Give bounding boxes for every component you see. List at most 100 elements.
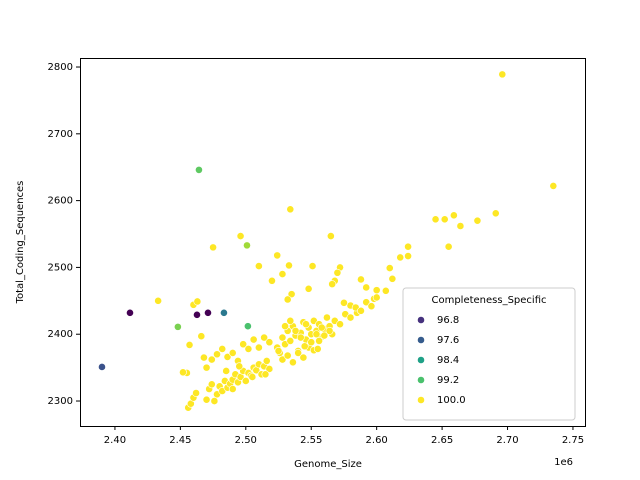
- point: [202, 395, 211, 404]
- point: [207, 380, 216, 389]
- point: [296, 333, 305, 342]
- point: [388, 274, 397, 283]
- point: [287, 290, 296, 299]
- point: [195, 165, 203, 174]
- point: [273, 251, 282, 260]
- legend-marker: [417, 316, 425, 324]
- point: [286, 336, 295, 345]
- point: [241, 377, 250, 385]
- point: [254, 262, 263, 270]
- point: [312, 330, 321, 339]
- point: [313, 345, 322, 353]
- x-tick-label: 2.50: [235, 435, 257, 446]
- point: [449, 211, 458, 220]
- point: [299, 353, 308, 362]
- point: [222, 367, 231, 375]
- point: [220, 308, 228, 317]
- point: [210, 397, 219, 405]
- point: [207, 355, 216, 364]
- point: [254, 343, 263, 352]
- point: [326, 232, 335, 240]
- point: [185, 341, 194, 349]
- y-tick-label: 2300: [48, 396, 73, 407]
- point: [549, 182, 558, 190]
- point: [126, 308, 134, 317]
- legend-label: 100.0: [437, 395, 466, 406]
- x-tick-label: 2.60: [366, 435, 388, 446]
- legend-marker: [417, 396, 425, 404]
- legend-label: 99.2: [437, 375, 459, 386]
- x-tick-label: 2.40: [104, 435, 126, 446]
- point: [202, 363, 211, 372]
- point: [260, 333, 269, 342]
- point: [218, 345, 227, 353]
- point: [223, 353, 232, 361]
- point: [404, 242, 412, 251]
- point: [243, 241, 251, 250]
- point: [278, 355, 287, 364]
- point: [431, 215, 440, 224]
- point: [197, 332, 206, 341]
- point: [268, 276, 276, 285]
- legend-label: 96.8: [437, 315, 459, 326]
- point: [283, 351, 292, 360]
- point: [340, 298, 348, 307]
- point: [213, 350, 221, 359]
- plot-frame: [80, 58, 586, 427]
- point: [278, 270, 287, 278]
- point: [204, 308, 212, 317]
- point: [243, 322, 252, 331]
- point: [193, 310, 201, 319]
- legend-marker: [417, 336, 425, 344]
- point: [193, 297, 202, 306]
- point: [325, 326, 334, 335]
- point: [262, 357, 271, 365]
- point: [286, 205, 295, 214]
- point: [228, 385, 237, 393]
- point: [440, 215, 449, 224]
- point: [498, 70, 507, 79]
- point: [336, 320, 344, 329]
- x-axis-title: Genome_Size: [294, 459, 362, 470]
- point: [346, 313, 355, 322]
- point: [304, 284, 313, 293]
- point: [289, 358, 297, 367]
- point: [228, 349, 237, 357]
- point: [315, 336, 323, 345]
- point: [249, 335, 258, 344]
- legend-label: 98.4: [437, 355, 459, 366]
- point: [302, 320, 310, 329]
- point: [404, 252, 412, 260]
- point: [456, 222, 465, 230]
- point: [278, 333, 287, 342]
- point: [261, 370, 270, 379]
- point: [491, 209, 500, 218]
- point: [248, 373, 257, 381]
- point: [357, 275, 365, 284]
- point: [372, 293, 381, 302]
- point: [385, 264, 394, 272]
- point: [444, 242, 453, 251]
- point: [154, 296, 163, 305]
- point: [367, 302, 376, 311]
- y-tick-label: 2800: [48, 62, 73, 73]
- point: [323, 313, 331, 322]
- point: [173, 322, 182, 331]
- point: [473, 216, 482, 225]
- x-tick-label: 2.75: [562, 435, 584, 446]
- legend-box: [402, 287, 576, 421]
- legend-label: 97.6: [437, 335, 459, 346]
- y-axis-title: Total_Coding_Sequences: [15, 181, 26, 305]
- legend-marker: [417, 376, 425, 384]
- point: [300, 342, 309, 351]
- point: [357, 306, 365, 315]
- x-tick-label: 2.45: [169, 435, 191, 446]
- x-tick-label: 2.70: [496, 435, 518, 446]
- point: [283, 295, 292, 304]
- point: [244, 345, 253, 353]
- point: [307, 338, 316, 347]
- x-offset-label: 1e6: [554, 457, 573, 468]
- y-tick-label: 2600: [48, 196, 73, 207]
- point: [200, 353, 208, 362]
